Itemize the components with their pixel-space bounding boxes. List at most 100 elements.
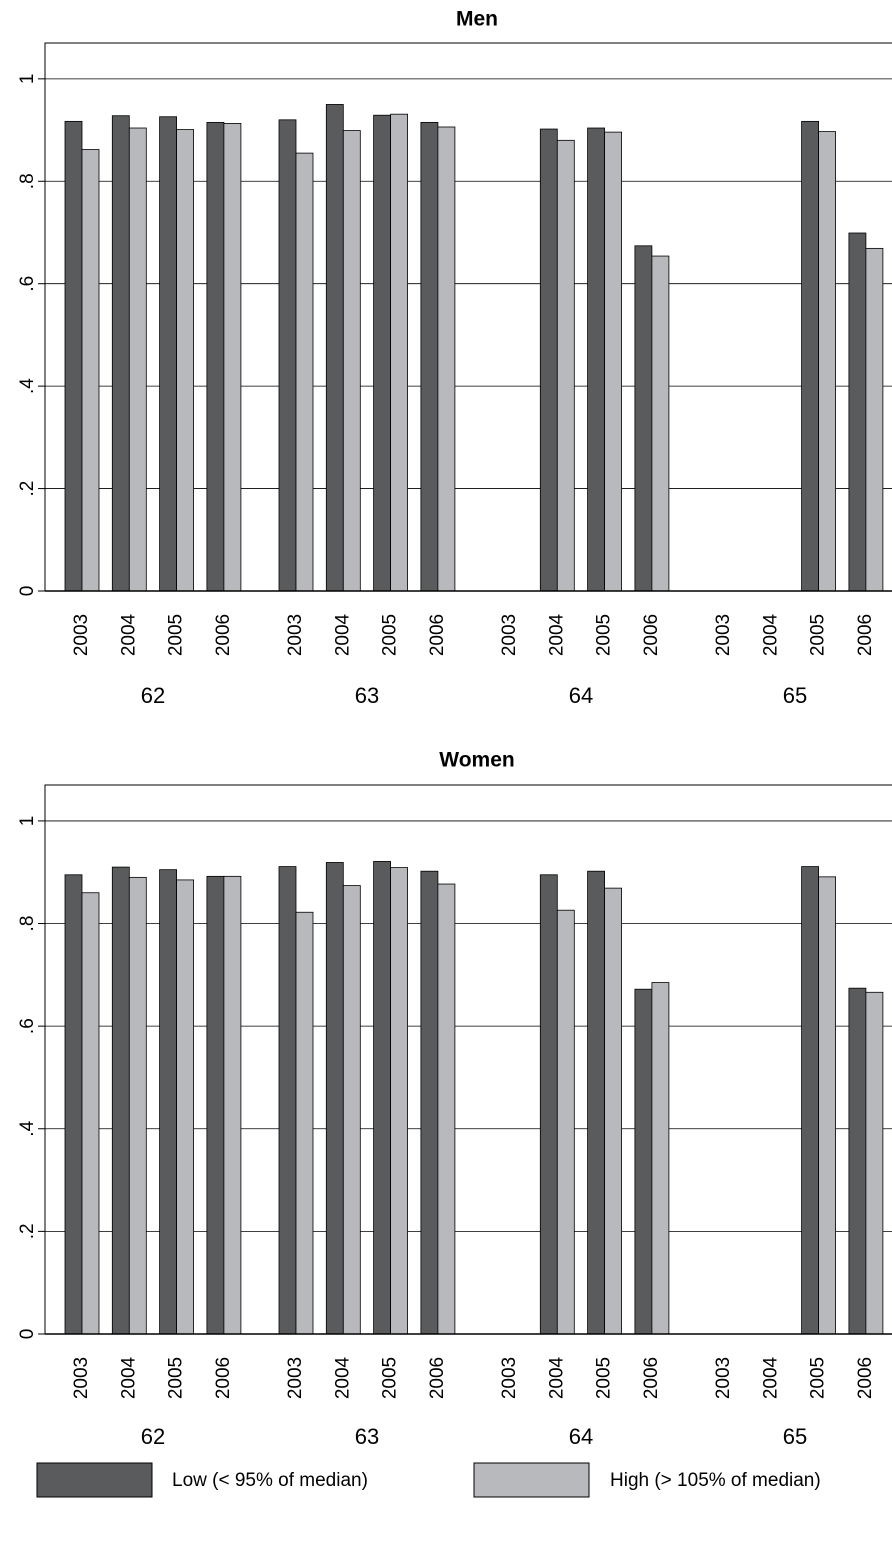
- bar: [604, 131, 622, 592]
- x-tick-label: 2005: [380, 1357, 401, 1399]
- bar: [539, 874, 558, 1335]
- bar: [128, 876, 147, 1335]
- x-tick-label: 2006: [855, 1357, 876, 1399]
- bar: [420, 870, 439, 1335]
- x-tick-label: 2003: [285, 614, 306, 656]
- x-tick-label: 2005: [166, 614, 187, 656]
- bar: [634, 245, 653, 592]
- x-tick-label: 2005: [594, 1357, 615, 1399]
- bar: [437, 126, 456, 592]
- group-label: 63: [355, 1424, 379, 1449]
- legend-label: Low (< 95% of median): [172, 1470, 368, 1491]
- bar: [111, 866, 130, 1335]
- bar: [651, 255, 670, 592]
- x-tick-label: 2005: [808, 1357, 829, 1399]
- group-label: 65: [783, 1424, 807, 1449]
- bar: [390, 867, 409, 1335]
- bar: [64, 874, 83, 1335]
- bar: [128, 127, 147, 592]
- group-label: 62: [141, 1424, 165, 1449]
- bar: [111, 115, 130, 592]
- bar: [848, 987, 867, 1335]
- x-tick-label: 2005: [166, 1357, 187, 1399]
- x-tick-label: 2006: [855, 614, 876, 656]
- x-tick-label: 2004: [760, 1356, 781, 1399]
- bar: [295, 152, 314, 592]
- bar: [437, 883, 456, 1335]
- y-tick-label: .8: [17, 173, 38, 189]
- bar: [634, 988, 653, 1335]
- bar: [278, 119, 297, 592]
- group-label: 62: [141, 683, 165, 708]
- x-tick-label: 2003: [285, 1357, 306, 1399]
- y-tick-label: .2: [17, 1223, 38, 1239]
- bar: [206, 121, 225, 592]
- x-tick-label: 2004: [546, 613, 567, 656]
- y-tick-label: 0: [17, 586, 38, 597]
- bar: [587, 127, 605, 592]
- bar: [278, 866, 297, 1335]
- bar: [556, 139, 575, 592]
- bar: [865, 247, 884, 592]
- bar: [801, 866, 819, 1335]
- group-label: 63: [355, 683, 379, 708]
- x-tick-label: 2003: [71, 614, 92, 656]
- y-tick-label: .6: [17, 276, 38, 292]
- bar: [539, 128, 558, 592]
- bar: [801, 120, 819, 592]
- x-tick-label: 2003: [713, 614, 734, 656]
- bar: [206, 875, 225, 1335]
- bar: [390, 113, 409, 592]
- x-tick-label: 2005: [380, 614, 401, 656]
- bar: [342, 130, 361, 592]
- y-tick-label: .8: [17, 916, 38, 932]
- x-tick-label: 2003: [499, 1357, 520, 1399]
- bar: [556, 909, 575, 1335]
- bar: [159, 116, 178, 592]
- bar: [223, 875, 242, 1335]
- bar: [325, 104, 344, 592]
- chart-title: Women: [439, 749, 514, 772]
- bar: [818, 876, 836, 1335]
- bar: [587, 870, 605, 1335]
- bar: [373, 114, 392, 592]
- bar: [604, 887, 622, 1335]
- legend-swatch: [473, 1462, 590, 1498]
- x-tick-label: 2005: [808, 614, 829, 656]
- x-tick-label: 2006: [641, 614, 662, 656]
- y-tick-label: .4: [17, 1120, 38, 1136]
- bar: [651, 982, 670, 1335]
- y-tick-label: 1: [17, 74, 38, 85]
- x-tick-label: 2003: [713, 1357, 734, 1399]
- group-label: 65: [783, 683, 807, 708]
- bar: [373, 861, 392, 1335]
- x-tick-label: 2004: [118, 1356, 139, 1399]
- y-tick-label: 1: [17, 816, 38, 827]
- y-tick-label: .6: [17, 1018, 38, 1034]
- x-tick-label: 2006: [641, 1357, 662, 1399]
- bar: [159, 869, 178, 1335]
- x-tick-label: 2005: [594, 614, 615, 656]
- bar: [223, 123, 242, 592]
- bar: [81, 149, 100, 592]
- x-tick-label: 2004: [332, 1356, 353, 1399]
- y-tick-label: .4: [17, 378, 38, 394]
- bar: [325, 862, 344, 1335]
- x-tick-label: 2006: [427, 1357, 448, 1399]
- group-label: 64: [569, 1424, 593, 1449]
- x-tick-label: 2003: [499, 614, 520, 656]
- chart-title: Men: [456, 8, 498, 31]
- bar: [176, 129, 195, 592]
- x-tick-label: 2006: [213, 614, 234, 656]
- x-tick-label: 2006: [427, 614, 448, 656]
- x-tick-label: 2004: [118, 613, 139, 656]
- bar: [176, 879, 195, 1335]
- bar: [342, 885, 361, 1335]
- bar: [81, 892, 100, 1335]
- x-tick-label: 2003: [71, 1357, 92, 1399]
- x-tick-label: 2004: [546, 1356, 567, 1399]
- bar: [818, 131, 836, 592]
- bar: [295, 911, 314, 1335]
- legend-swatch: [36, 1462, 153, 1498]
- y-tick-label: 0: [17, 1329, 38, 1340]
